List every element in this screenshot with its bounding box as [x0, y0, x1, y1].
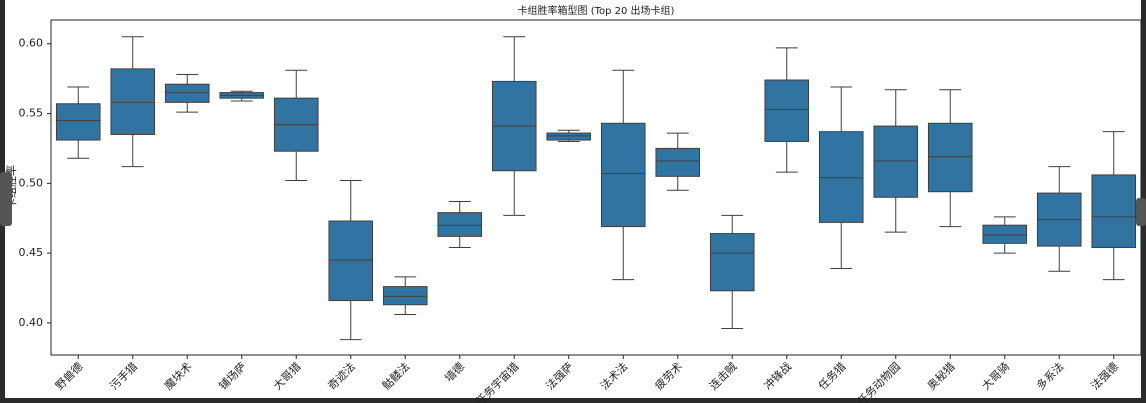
y-tick-label: 0.40 — [19, 316, 44, 329]
y-tick-label: 0.60 — [19, 37, 44, 50]
box — [546, 132, 592, 141]
y-tick-label: 0.55 — [19, 107, 44, 120]
box — [55, 103, 101, 141]
box — [382, 286, 428, 306]
box — [328, 220, 374, 302]
box — [927, 122, 973, 193]
box — [1091, 174, 1137, 249]
box — [982, 224, 1028, 244]
box — [655, 147, 701, 177]
chart-title: 卡组胜率箱型图 (Top 20 出场卡组) — [518, 4, 675, 17]
y-tick-label: 0.50 — [19, 176, 44, 189]
box — [437, 212, 483, 237]
box — [873, 125, 919, 198]
box — [600, 122, 646, 228]
box — [110, 68, 156, 135]
box — [164, 83, 210, 103]
plot-frame — [50, 19, 1142, 356]
side-handle[interactable] — [1136, 198, 1146, 226]
canvas — [5, 0, 1141, 398]
box — [709, 233, 755, 292]
side-handle[interactable] — [0, 172, 12, 226]
y-tick-label: 0.45 — [19, 246, 44, 259]
box — [818, 131, 864, 223]
box — [764, 79, 810, 142]
